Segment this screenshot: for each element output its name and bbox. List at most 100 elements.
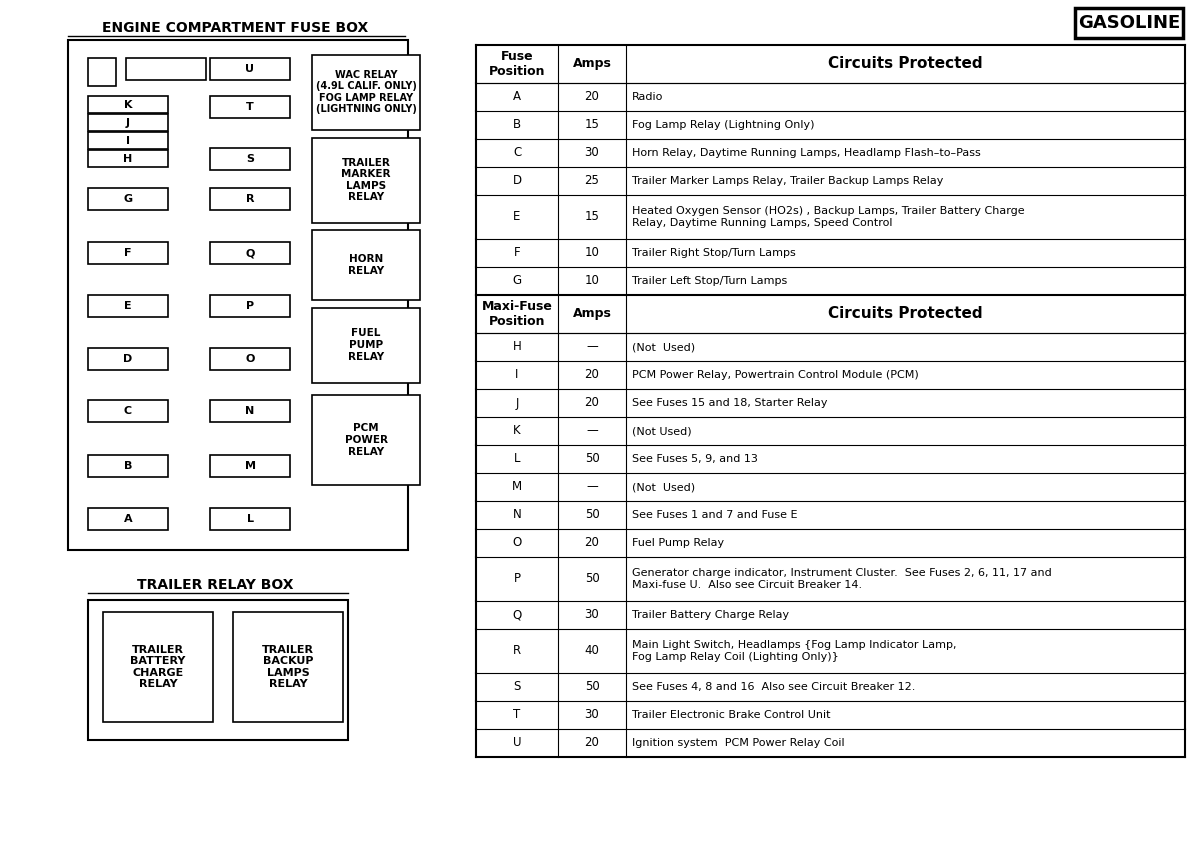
Text: (Not  Used): (Not Used) [632,342,696,352]
FancyBboxPatch shape [210,455,289,477]
FancyBboxPatch shape [312,55,420,130]
Text: Fog Lamp Relay (Lightning Only): Fog Lamp Relay (Lightning Only) [632,120,815,130]
FancyBboxPatch shape [233,612,343,722]
Text: I: I [126,136,130,146]
FancyBboxPatch shape [210,295,289,317]
Text: T: T [513,708,520,722]
Text: Q: Q [245,248,255,258]
Text: F: F [124,248,132,258]
Text: Amps: Amps [573,57,611,71]
Text: E: E [513,210,520,223]
Text: TRAILER
BACKUP
LAMPS
RELAY: TRAILER BACKUP LAMPS RELAY [262,645,314,690]
Text: A: A [124,514,132,524]
Text: U: U [513,737,522,749]
Text: P: P [513,573,520,585]
FancyBboxPatch shape [312,138,420,223]
Text: Trailer Marker Lamps Relay, Trailer Backup Lamps Relay: Trailer Marker Lamps Relay, Trailer Back… [632,176,943,186]
FancyBboxPatch shape [312,308,420,383]
Text: Ignition system  PCM Power Relay Coil: Ignition system PCM Power Relay Coil [632,738,844,748]
Text: Circuits Protected: Circuits Protected [828,56,983,72]
Text: 30: 30 [585,147,599,159]
Text: Horn Relay, Daytime Running Lamps, Headlamp Flash–to–Pass: Horn Relay, Daytime Running Lamps, Headl… [632,148,980,158]
Text: T: T [247,102,254,112]
Text: 50: 50 [585,573,599,585]
FancyBboxPatch shape [210,148,289,170]
Text: M: M [244,461,256,471]
Text: L: L [247,514,254,524]
Text: Fuel Pump Relay: Fuel Pump Relay [632,538,724,548]
Text: Q: Q [512,609,522,621]
Text: A: A [513,90,520,104]
Text: TRAILER RELAY BOX: TRAILER RELAY BOX [137,578,293,592]
FancyBboxPatch shape [88,348,168,370]
Text: HORN
RELAY: HORN RELAY [348,254,384,276]
Text: TRAILER
BATTERY
CHARGE
RELAY: TRAILER BATTERY CHARGE RELAY [130,645,186,690]
Text: H: H [512,340,522,354]
FancyBboxPatch shape [88,508,168,530]
Text: J: J [516,397,519,409]
FancyBboxPatch shape [210,400,289,422]
Text: See Fuses 15 and 18, Starter Relay: See Fuses 15 and 18, Starter Relay [632,398,828,408]
Text: D: D [512,174,522,188]
Text: S: S [513,680,520,694]
Text: PCM
POWER
RELAY: PCM POWER RELAY [344,424,387,456]
FancyBboxPatch shape [88,96,168,113]
FancyBboxPatch shape [1075,8,1183,38]
FancyBboxPatch shape [88,58,116,86]
Text: Generator charge indicator, Instrument Cluster.  See Fuses 2, 6, 11, 17 and
Maxi: Generator charge indicator, Instrument C… [632,568,1052,589]
Text: 20: 20 [585,737,599,749]
Text: 30: 30 [585,708,599,722]
FancyBboxPatch shape [312,395,420,485]
Text: B: B [124,461,132,471]
Text: J: J [126,118,130,127]
Text: B: B [513,119,522,131]
Text: See Fuses 1 and 7 and Fuse E: See Fuses 1 and 7 and Fuse E [632,510,798,520]
FancyBboxPatch shape [312,230,420,300]
Text: O: O [245,354,255,364]
Text: Main Light Switch, Headlamps {Fog Lamp Indicator Lamp,
Fog Lamp Relay Coil (Ligh: Main Light Switch, Headlamps {Fog Lamp I… [632,640,956,662]
FancyBboxPatch shape [88,150,168,167]
Text: R: R [245,194,254,204]
Text: P: P [245,301,254,311]
Text: 15: 15 [585,119,599,131]
Text: —: — [586,424,598,438]
Text: G: G [512,274,522,287]
FancyBboxPatch shape [88,455,168,477]
Text: K: K [124,99,132,109]
Text: R: R [513,644,522,658]
Text: Amps: Amps [573,307,611,321]
Text: K: K [513,424,520,438]
Text: Fuse
Position: Fuse Position [488,50,545,78]
Text: TRAILER
MARKER
LAMPS
RELAY: TRAILER MARKER LAMPS RELAY [342,157,391,202]
Text: Trailer Left Stop/Turn Lamps: Trailer Left Stop/Turn Lamps [632,276,787,286]
Text: Trailer Electronic Brake Control Unit: Trailer Electronic Brake Control Unit [632,710,830,720]
FancyBboxPatch shape [88,600,348,740]
Text: PCM Power Relay, Powertrain Control Module (PCM): PCM Power Relay, Powertrain Control Modu… [632,370,918,380]
Text: E: E [124,301,132,311]
Text: —: — [586,481,598,493]
Text: S: S [247,154,254,164]
Text: 15: 15 [585,210,599,223]
Text: 20: 20 [585,90,599,104]
Text: C: C [513,147,522,159]
Text: Circuits Protected: Circuits Protected [828,306,983,322]
Text: —: — [586,340,598,354]
Text: 50: 50 [585,452,599,466]
Text: M: M [512,481,522,493]
FancyBboxPatch shape [210,508,289,530]
Text: 25: 25 [585,174,599,188]
Text: O: O [512,536,522,550]
Text: 20: 20 [585,369,599,381]
FancyBboxPatch shape [210,242,289,264]
Text: U: U [245,64,255,74]
FancyBboxPatch shape [210,58,289,80]
FancyBboxPatch shape [88,295,168,317]
Text: See Fuses 5, 9, and 13: See Fuses 5, 9, and 13 [632,454,757,464]
Text: 10: 10 [585,247,599,259]
Text: G: G [124,194,132,204]
Text: C: C [124,406,132,416]
FancyBboxPatch shape [88,400,168,422]
FancyBboxPatch shape [88,132,168,149]
Text: See Fuses 4, 8 and 16  Also see Circuit Breaker 12.: See Fuses 4, 8 and 16 Also see Circuit B… [632,682,916,692]
FancyBboxPatch shape [68,40,409,550]
